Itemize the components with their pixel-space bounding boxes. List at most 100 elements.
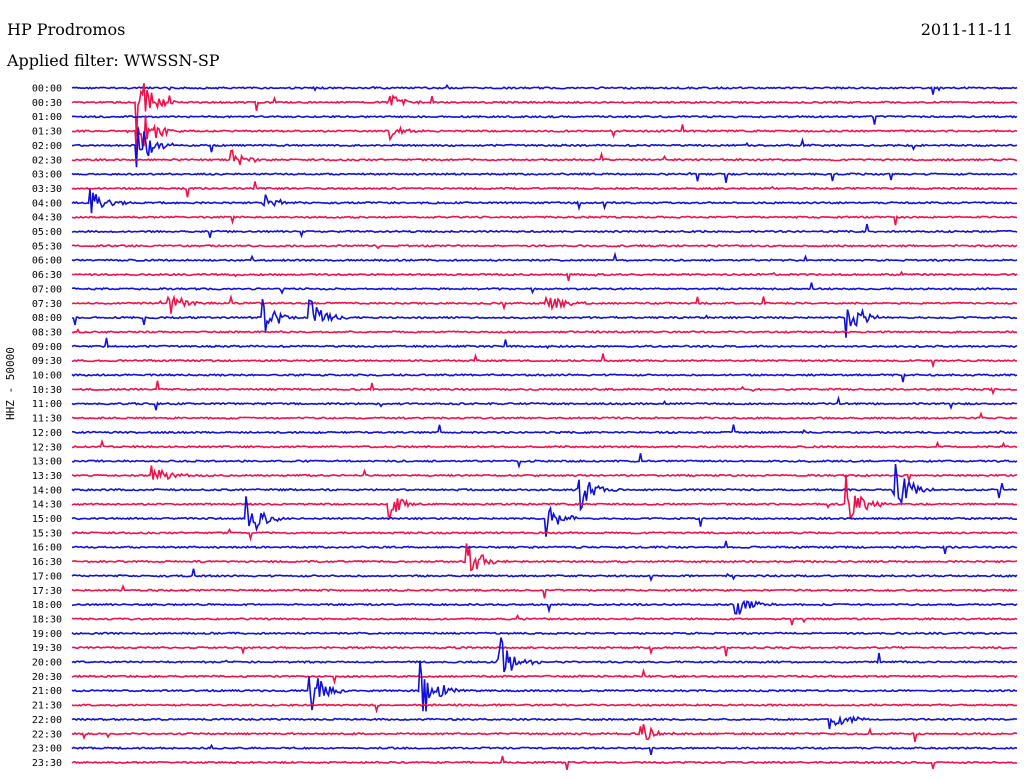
row-label-0230: 02:30: [32, 155, 62, 166]
row-label-2200: 22:00: [32, 715, 62, 726]
row-label-0600: 06:00: [32, 256, 62, 267]
trace-row-1400: [71, 464, 1018, 512]
trace-row-2000: [71, 637, 1018, 673]
trace-row-0500: [71, 223, 1018, 239]
trace-row-0530: [71, 244, 1018, 250]
trace-row-1600: [71, 540, 1018, 555]
row-label-0300: 03:00: [32, 170, 62, 181]
row-label-1300: 13:00: [32, 457, 62, 468]
row-label-0830: 08:30: [32, 327, 62, 338]
row-label-1800: 18:00: [32, 600, 62, 611]
row-label-1630: 16:30: [32, 557, 62, 568]
row-label-1400: 14:00: [32, 485, 62, 496]
date-label: 2011-11-11: [920, 20, 1013, 39]
row-label-1500: 15:00: [32, 514, 62, 525]
row-label-0000: 00:00: [32, 84, 62, 95]
row-label-2300: 23:00: [32, 744, 62, 755]
trace-row-2300: [71, 743, 1018, 755]
station-title: HP Prodromos: [7, 20, 126, 39]
trace-row-0730: [71, 294, 1017, 314]
row-labels: 00:00 00:30 01:00 01:30 02:00 02:30 03:00 03:30…: [32, 84, 62, 769]
trace-row-1030: [71, 380, 1018, 396]
trace-row-2230: [71, 724, 1018, 743]
row-label-1230: 12:30: [32, 442, 62, 453]
trace-row-1200: [71, 424, 1018, 435]
row-label-0130: 01:30: [32, 127, 62, 138]
row-label-2000: 20:00: [32, 658, 62, 669]
trace-row-0430: [71, 214, 1018, 226]
row-label-1030: 10:30: [32, 385, 62, 396]
trace-row-0830: [71, 328, 1018, 334]
trace-row-1100: [71, 395, 1017, 411]
trace-row-0900: [71, 337, 1018, 350]
row-label-0430: 04:30: [32, 213, 62, 224]
row-label-1700: 17:00: [32, 571, 62, 582]
row-label-0500: 05:00: [32, 227, 62, 238]
trace-row-0700: [71, 282, 1018, 295]
row-label-0330: 03:30: [32, 184, 62, 195]
trace-row-0930: [71, 353, 1017, 369]
row-label-1530: 15:30: [32, 528, 62, 539]
row-label-1130: 11:30: [32, 414, 62, 425]
row-label-1430: 14:30: [32, 500, 62, 511]
row-label-1830: 18:30: [32, 614, 62, 625]
trace-row-1630: [71, 543, 1018, 572]
trace-row-1930: [71, 645, 1017, 657]
row-label-1930: 19:30: [32, 643, 62, 654]
trace-row-1230: [71, 438, 1018, 449]
trace-row-1830: [71, 613, 1018, 626]
trace-row-1330: [71, 465, 1018, 481]
trace-row-1300: [71, 453, 1018, 470]
trace-row-1700: [71, 568, 1018, 583]
row-label-0900: 09:00: [32, 342, 62, 353]
row-label-0030: 00:30: [32, 98, 62, 109]
trace-row-0800: [71, 298, 1017, 338]
row-label-1100: 11:00: [32, 399, 62, 410]
row-label-2030: 20:30: [32, 672, 62, 683]
trace-row-0000: [71, 83, 1018, 95]
trace-row-1500: [71, 496, 1018, 537]
trace-row-0230: [71, 149, 1018, 166]
trace-row-1900: [71, 631, 1018, 636]
row-label-2330: 23:30: [32, 758, 62, 769]
trace-row-2330: [71, 755, 1018, 771]
trace-row-0130: [71, 115, 1018, 153]
row-label-1600: 16:00: [32, 543, 62, 554]
row-label-1200: 12:00: [32, 428, 62, 439]
row-label-0800: 08:00: [32, 313, 62, 324]
trace-row-0330: [71, 181, 1018, 198]
trace-row-0630: [71, 270, 1018, 282]
row-label-2100: 21:00: [32, 686, 62, 697]
trace-group: [71, 83, 1018, 771]
trace-row-0200: [72, 128, 1018, 168]
row-label-0930: 09:30: [32, 356, 62, 367]
trace-row-1130: [71, 411, 1018, 420]
trace-row-0030: [71, 83, 1018, 137]
trace-row-1800: [71, 599, 1018, 615]
row-label-1000: 10:00: [32, 371, 62, 382]
row-label-0530: 05:30: [32, 241, 62, 252]
trace-row-0100: [71, 114, 1018, 125]
row-label-1730: 17:30: [32, 586, 62, 597]
row-label-1330: 13:30: [32, 471, 62, 482]
trace-row-2030: [71, 667, 1018, 685]
trace-row-1000: [71, 372, 1018, 383]
filter-label: Applied filter: WWSSN-SP: [7, 51, 220, 70]
trace-row-1430: [71, 474, 1018, 520]
trace-row-1530: [71, 527, 1018, 542]
row-label-2230: 22:30: [32, 729, 62, 740]
trace-row-2130: [71, 703, 1018, 714]
row-label-0200: 02:00: [32, 141, 62, 152]
row-label-0100: 01:00: [32, 112, 62, 123]
row-label-1900: 19:00: [32, 629, 62, 640]
trace-row-0600: [71, 251, 1018, 263]
trace-row-0400: [71, 189, 1018, 214]
row-label-0400: 04:00: [32, 198, 62, 209]
row-label-0730: 07:30: [32, 299, 62, 310]
trace-row-2200: [71, 714, 1018, 730]
trace-row-0300: [71, 171, 1018, 183]
row-label-2130: 21:30: [32, 701, 62, 712]
trace-row-1730: [71, 583, 1018, 599]
trace-row-2100: [71, 660, 1017, 712]
